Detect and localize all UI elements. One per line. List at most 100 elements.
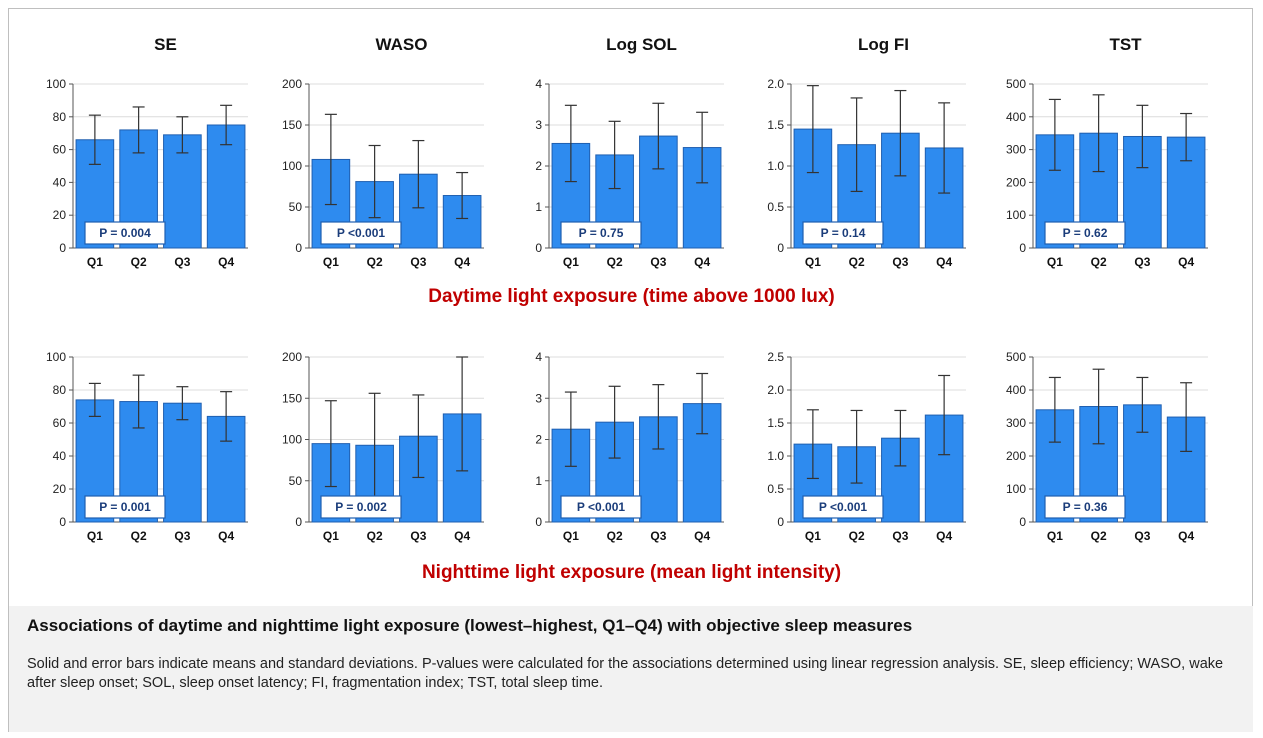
x-tick-label: Q3 xyxy=(174,255,190,269)
x-tick-label: Q1 xyxy=(805,529,821,543)
daytime-row-caption: Daytime light exposure (time above 1000 … xyxy=(428,286,835,307)
y-tick-label: 500 xyxy=(1006,350,1026,364)
x-tick-label: Q2 xyxy=(607,529,623,543)
y-tick-label: 1 xyxy=(535,474,542,488)
x-tick-label: Q3 xyxy=(892,529,908,543)
p-value-label: P = 0.62 xyxy=(1063,226,1108,240)
p-value-label: P <0.001 xyxy=(337,226,385,240)
y-tick-label: 150 xyxy=(282,118,302,132)
x-tick-label: Q3 xyxy=(174,529,190,543)
x-tick-label: Q3 xyxy=(650,255,666,269)
p-value-box xyxy=(1044,221,1126,245)
x-tick-label: Q2 xyxy=(367,255,383,269)
figure-caption: Associations of daytime and nighttime li… xyxy=(9,606,1253,732)
x-tick-label: Q3 xyxy=(410,529,426,543)
y-tick-label: 0 xyxy=(295,241,302,255)
p-value-box xyxy=(84,495,166,519)
p-value-label: P = 0.14 xyxy=(821,226,866,240)
chart-title: Log FI xyxy=(858,35,909,54)
x-tick-label: Q2 xyxy=(131,255,147,269)
p-value-label: P = 0.002 xyxy=(335,500,387,514)
p-value-label: P = 0.36 xyxy=(1063,500,1108,514)
x-tick-label: Q4 xyxy=(1178,529,1194,543)
x-tick-label: Q3 xyxy=(892,255,908,269)
y-tick-label: 0.5 xyxy=(767,200,784,214)
chart-panel-6: 0 20 40 60 80 100 Q1 Q2 Q3 Q4 P = 0.001 xyxy=(46,350,248,543)
y-tick-label: 200 xyxy=(282,77,302,91)
y-tick-label: 1.0 xyxy=(767,449,784,463)
x-tick-label: Q3 xyxy=(1134,255,1150,269)
y-tick-label: 100 xyxy=(1006,482,1026,496)
x-tick-label: Q4 xyxy=(218,255,234,269)
chart-panel-7: 0 50 100 150 200 Q1 Q2 Q3 Q4 P = 0.002 xyxy=(282,350,484,543)
y-tick-label: 60 xyxy=(53,416,67,430)
y-tick-label: 2.5 xyxy=(767,350,784,364)
p-value-box xyxy=(84,221,166,245)
p-value-label: P <0.001 xyxy=(819,500,867,514)
x-tick-label: Q3 xyxy=(410,255,426,269)
p-value-label: P = 0.75 xyxy=(579,226,624,240)
y-tick-label: 2.0 xyxy=(767,383,784,397)
x-tick-label: Q2 xyxy=(1091,529,1107,543)
y-tick-label: 20 xyxy=(53,208,67,222)
y-tick-label: 0 xyxy=(1019,241,1026,255)
x-tick-label: Q4 xyxy=(454,529,470,543)
y-tick-label: 0 xyxy=(295,515,302,529)
x-tick-label: Q4 xyxy=(454,255,470,269)
p-value-box xyxy=(1044,495,1126,519)
y-tick-label: 0 xyxy=(535,515,542,529)
chart-panel-8: 0 1 2 3 4 Q1 Q2 Q3 Q4 P <0.001 xyxy=(535,350,724,543)
x-tick-label: Q2 xyxy=(131,529,147,543)
x-tick-label: Q1 xyxy=(323,255,339,269)
chart-title: TST xyxy=(1109,35,1142,54)
y-tick-label: 100 xyxy=(282,159,302,173)
x-tick-label: Q1 xyxy=(323,529,339,543)
x-tick-label: Q3 xyxy=(1134,529,1150,543)
y-tick-label: 0 xyxy=(535,241,542,255)
x-tick-label: Q4 xyxy=(936,255,952,269)
p-value-label: P = 0.001 xyxy=(99,500,151,514)
x-tick-label: Q4 xyxy=(694,529,710,543)
nighttime-row-caption: Nighttime light exposure (mean light int… xyxy=(421,562,842,583)
y-tick-label: 2 xyxy=(535,433,542,447)
bar-q3 xyxy=(163,134,202,249)
y-tick-label: 60 xyxy=(53,143,67,157)
chart-title: SE xyxy=(154,35,177,54)
y-tick-label: 400 xyxy=(1006,383,1026,397)
y-tick-label: 4 xyxy=(535,77,542,91)
y-tick-label: 100 xyxy=(46,77,66,91)
x-tick-label: Q4 xyxy=(694,255,710,269)
y-tick-label: 0 xyxy=(59,515,66,529)
y-tick-label: 80 xyxy=(53,110,67,124)
x-tick-label: Q2 xyxy=(849,255,865,269)
x-tick-label: Q1 xyxy=(563,529,579,543)
x-tick-label: Q2 xyxy=(1091,255,1107,269)
caption-body: Solid and error bars indicate means and … xyxy=(27,656,1224,691)
p-value-box xyxy=(560,221,642,245)
y-tick-label: 300 xyxy=(1006,416,1026,430)
chart-panel-4: Log FI 0 0.5 1.0 1.5 2.0 Q1 Q2 Q3 Q4 P = 0.14 xyxy=(767,35,966,269)
y-tick-label: 0 xyxy=(777,241,784,255)
y-tick-label: 0 xyxy=(59,241,66,255)
caption-title: Associations of daytime and nighttime li… xyxy=(27,616,913,635)
p-value-box xyxy=(560,495,642,519)
x-tick-label: Q1 xyxy=(87,529,103,543)
chart-panel-2: WASO 0 50 100 150 200 Q1 Q2 Q3 Q4 P <0.001 xyxy=(282,35,484,269)
y-tick-label: 50 xyxy=(289,474,303,488)
x-tick-label: Q1 xyxy=(805,255,821,269)
p-value-box xyxy=(320,495,402,519)
x-tick-label: Q1 xyxy=(1047,529,1063,543)
p-value-box xyxy=(320,221,402,245)
y-tick-label: 40 xyxy=(53,175,67,189)
y-tick-label: 2 xyxy=(535,159,542,173)
bar-q4 xyxy=(206,124,246,249)
chart-panel-5: TST 0 100 200 300 400 500 Q1 Q2 Q3 Q4 P = 0.62 xyxy=(1006,35,1208,269)
y-tick-label: 1 xyxy=(535,200,542,214)
p-value-label: P <0.001 xyxy=(577,500,625,514)
y-tick-label: 200 xyxy=(1006,175,1026,189)
x-tick-label: Q4 xyxy=(936,529,952,543)
y-tick-label: 3 xyxy=(535,118,542,132)
x-tick-label: Q1 xyxy=(1047,255,1063,269)
x-tick-label: Q2 xyxy=(849,529,865,543)
y-tick-label: 500 xyxy=(1006,77,1026,91)
